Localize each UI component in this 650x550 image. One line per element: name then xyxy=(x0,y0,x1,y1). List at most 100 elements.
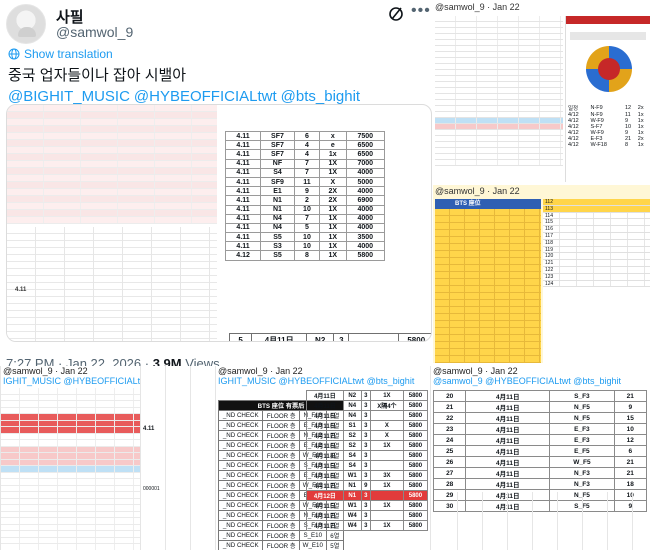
author-handle[interactable]: @samwol_9 xyxy=(56,24,134,40)
image-mentions: IGHIT_MUSIC @HYBEOFFICIALtwt @bts_bighit xyxy=(218,376,415,386)
table-cell: 1x xyxy=(637,124,644,130)
table-cell: 8 xyxy=(293,250,321,261)
table-cell: 1X xyxy=(319,158,347,169)
tweet-text: 중국 업자들이나 잡아 시밸아 xyxy=(8,67,187,84)
table-cell: FLOOR 층 xyxy=(262,510,300,521)
table-row: 4.11 SF9 11 X 5000 xyxy=(224,176,386,188)
table-cell: 2x xyxy=(637,136,644,142)
table-row: 4月11日 N1 9 1X 5800 xyxy=(306,480,429,491)
author-display-name[interactable]: 사필 xyxy=(56,9,84,26)
slash-circle-icon[interactable] xyxy=(388,6,404,22)
image-mentions: @samwol_9 @HYBEOFFICIALtwt @bts_bighit xyxy=(433,376,621,386)
table-row: 4月11日 N4 3 5800 xyxy=(306,410,429,421)
table-cell: _ND CHECK xyxy=(217,520,264,531)
table-cell: 4000 xyxy=(345,186,386,197)
table-cell: 21 xyxy=(613,456,648,468)
tweet-image-main[interactable]: 4.11 4.11 SF7 6 x 7500 4.11 SF7 4 e 6500 4.11 SF7 4 1… xyxy=(6,104,432,342)
table-cell: X xyxy=(369,420,404,431)
table-cell: 2X xyxy=(319,195,347,206)
table-cell: S4 xyxy=(342,460,362,471)
more-options-icon[interactable]: ••• xyxy=(411,2,431,19)
table-cell: E-F3 xyxy=(590,136,603,142)
table-cell: 6 xyxy=(613,445,648,457)
image-caption: @samwol_9 · Jan 22 xyxy=(435,2,520,12)
show-translation-link[interactable]: Show translation xyxy=(8,47,113,61)
avatar[interactable] xyxy=(6,4,46,44)
quoted-image-right-bottom[interactable]: @samwol_9 · Jan 22 BTS 座位 112 113 114 115 11… xyxy=(433,185,650,363)
image-mentions: IGHIT_MUSIC @HYBEOFFICIALtwt @bts_bighit xyxy=(3,376,140,386)
table-cell: 4月11日 xyxy=(306,450,344,461)
table-cell: 5800 xyxy=(402,510,429,521)
table-cell: SF9 xyxy=(260,176,295,188)
table-cell: 4/12 xyxy=(568,124,579,130)
table-cell: 5800 xyxy=(402,390,429,401)
table-cell: 3 xyxy=(360,460,371,471)
table-cell: 4/12 xyxy=(568,118,579,124)
table-cell: 4000 xyxy=(345,213,386,224)
table-row: 4月11日 W1 3 3X 5800 xyxy=(306,470,429,481)
table-cell: 4月11日 xyxy=(465,401,551,413)
quoted-image-strip-1[interactable]: @samwol_9 · Jan 22 IGHIT_MUSIC @HYBEOFFI… xyxy=(0,366,140,550)
table-cell: 1X xyxy=(319,241,347,252)
table-cell: 1X xyxy=(319,204,347,215)
image-caption: @samwol_9 · Jan 22 xyxy=(435,186,520,196)
table-cell: N4 xyxy=(260,222,295,234)
quoted-image-strip-4[interactable]: @samwol_9 · Jan 22 @samwol_9 @HYBEOFFICI… xyxy=(430,366,650,550)
table-cell: 5800 xyxy=(402,520,429,531)
mention-link[interactable]: @BIGHIT_MUSIC xyxy=(8,88,130,105)
table-cell: S5 xyxy=(260,232,295,243)
table-cell: 18 xyxy=(613,478,648,490)
table-cell xyxy=(369,410,404,421)
table-row: 4月11日 S2 3 X 5800 xyxy=(306,430,429,441)
table-cell: 4000 xyxy=(345,204,386,215)
table-cell: S2 xyxy=(342,440,362,451)
table-cell: N-F9 xyxy=(590,105,603,111)
table-cell: 1X xyxy=(319,167,347,178)
table-cell: S2 xyxy=(342,430,362,441)
table-cell: 4月11日 xyxy=(306,500,344,511)
table-cell: FLOOR 층 xyxy=(262,420,300,431)
table-cell: 5800 xyxy=(402,460,429,471)
table-cell: S4 xyxy=(342,450,362,461)
table-row: 4.11 NF 7 1X 7000 xyxy=(224,158,386,169)
table-cell: S-F7 xyxy=(590,124,603,130)
row-number: 112 xyxy=(543,199,650,206)
table-cell: 6900 xyxy=(345,195,386,206)
table-cell: 15 xyxy=(613,412,648,424)
table-cell: FLOOR 층 xyxy=(262,450,300,461)
table-cell: FLOOR 층 xyxy=(262,440,300,451)
table-row: 4月11日 N2 3 1X 5800 xyxy=(306,390,429,401)
row-number: 121 xyxy=(543,260,650,267)
tweet-mentions: @BIGHIT_MUSIC @HYBEOFFICIALtwt @bts_bighit xyxy=(8,88,364,105)
row-number: 116 xyxy=(543,226,650,233)
table-row: 4月11日 W4 3 1X 5800 xyxy=(306,520,429,531)
table-cell: 1X xyxy=(369,390,404,401)
table-cell: 4月11日 xyxy=(465,434,551,446)
table-cell: _ND CHECK xyxy=(217,450,264,461)
table-cell: S3 xyxy=(260,241,295,252)
mention-link[interactable]: @bts_bighit xyxy=(280,88,361,105)
table-row: _ND CHECK FLOOR 층 W_E10 5열 xyxy=(217,540,345,550)
table-cell: 10 xyxy=(293,241,321,252)
table-cell: 3 xyxy=(360,430,371,441)
table-cell: _ND CHECK xyxy=(217,470,264,481)
table-cell: 4月11日 xyxy=(306,470,344,481)
spreadsheet-thumbnail: 4.11 xyxy=(7,227,217,341)
quoted-image-right-top[interactable]: @samwol_9 · Jan 22 일정 N-F9 12 2x 4/12 N-F9 11 1… xyxy=(433,0,650,182)
table-cell: 4.11 xyxy=(224,222,262,234)
quoted-image-strip-3[interactable]: @samwol_9 · Jan 22 IGHIT_MUSIC @HYBEOFFI… xyxy=(215,366,430,550)
table-cell: 7000 xyxy=(345,158,386,169)
table-cell: 21 xyxy=(624,136,632,142)
quoted-image-strip-2[interactable]: 4.11 000001 xyxy=(140,366,215,550)
seat-table-sf: 4.11 SF7 6 x 7500 4.11 SF7 4 e 6500 4.11 SF7 4 1x 6500… xyxy=(224,130,386,261)
spreadsheet-thumbnail: BTS 座位 xyxy=(435,199,541,363)
table-cell: E_F3 xyxy=(549,423,615,435)
table-cell: 4.11 xyxy=(224,167,262,178)
table-cell: 4月11日 xyxy=(465,478,551,490)
table-cell: 12 xyxy=(624,105,632,111)
table-row: 4.11 SF7 4 1x 6500 xyxy=(224,149,386,160)
table-row: 4月11日 W4 3 5800 xyxy=(306,510,429,521)
mention-link[interactable]: @HYBEOFFICIALtwt xyxy=(133,88,277,105)
table-cell: 24 xyxy=(432,434,467,446)
table-cell: S4 xyxy=(260,167,295,178)
